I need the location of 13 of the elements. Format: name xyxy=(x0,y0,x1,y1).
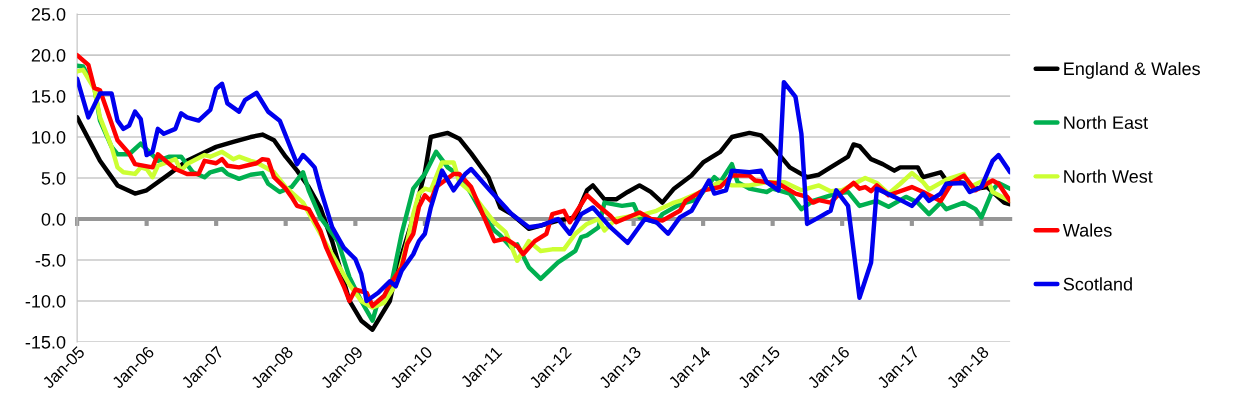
y-tick-label: 0.0 xyxy=(41,212,66,226)
y-tick-label: 5.0 xyxy=(41,171,66,185)
legend-label: Scotland xyxy=(1063,277,1132,291)
legend-label: Wales xyxy=(1062,223,1112,237)
y-tick-label: 25.0 xyxy=(31,8,66,21)
y-tick-label: 15.0 xyxy=(32,89,66,103)
y-tick-label: -10.0 xyxy=(25,294,66,308)
legend-label: England & Wales xyxy=(1064,61,1200,79)
y-tick-label: 10.0 xyxy=(32,130,66,144)
y-tick-label: 20.0 xyxy=(31,49,66,62)
legend-label: North East xyxy=(1064,115,1148,130)
y-tick-label: -5.0 xyxy=(35,253,66,267)
legend-label: North West xyxy=(1064,169,1153,183)
